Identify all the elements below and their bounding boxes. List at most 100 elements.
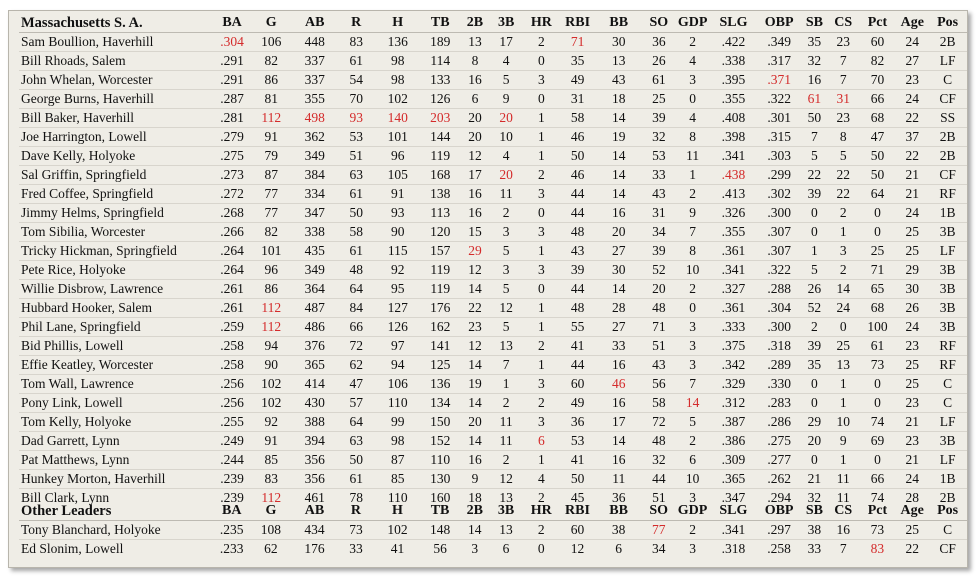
stat-pct: 82: [859, 52, 897, 71]
stat-sb: 0: [801, 451, 828, 470]
stat-hr: 3: [523, 71, 560, 90]
stat-rbi: 58: [560, 109, 596, 128]
stat-cs: 13: [828, 356, 859, 375]
stat-slg: .361: [710, 299, 758, 318]
column-header-bb: BB: [596, 14, 642, 33]
stat-g: 90: [250, 356, 293, 375]
stat-r: 57: [337, 394, 375, 413]
player-row: Pete Rice, Holyoke .264 96 349 48 92 119 12 3 3 39…: [19, 261, 967, 280]
stat-slg: .422: [710, 33, 758, 52]
stat-slg: .309: [710, 451, 758, 470]
stat-pos: RF: [928, 356, 967, 375]
stat-cs: 16: [828, 521, 859, 540]
stat-age: 24: [896, 90, 928, 109]
stat-2b: 16: [461, 71, 490, 90]
stat-tb: 114: [420, 52, 461, 71]
column-header-r: R: [337, 502, 376, 521]
column-header-pct: Pct: [859, 14, 897, 33]
stat-obp: .289: [757, 356, 801, 375]
stat-gdp: 8: [676, 242, 710, 261]
stat-2b: 23: [461, 318, 490, 337]
stat-ba: .273: [214, 166, 250, 185]
stat-bb: 14: [596, 109, 642, 128]
stat-hr: 2: [523, 166, 560, 185]
stat-obp: .286: [757, 413, 801, 432]
column-header-slg: SLG: [710, 14, 758, 33]
stat-so: 34: [642, 223, 676, 242]
stat-r: 70: [337, 90, 375, 109]
stat-age: 25: [896, 375, 928, 394]
stat-obp: .297: [757, 521, 801, 540]
stat-obp: .258: [757, 540, 801, 559]
stat-bb: 27: [596, 318, 642, 337]
stat-2b: 3: [460, 540, 489, 559]
stat-r: 64: [337, 413, 375, 432]
stat-bb: 18: [596, 90, 642, 109]
stat-tb: 168: [420, 166, 461, 185]
stat-cs: 1: [828, 394, 859, 413]
stat-g: 83: [250, 470, 293, 489]
stat-g: 94: [250, 337, 293, 356]
column-header-2b: 2B: [460, 502, 489, 521]
stat-ab: 337: [292, 71, 337, 90]
stat-pct: 69: [859, 432, 897, 451]
stat-2b: 22: [461, 299, 490, 318]
stat-pos: C: [928, 394, 967, 413]
stat-sb: 22: [801, 166, 828, 185]
stat-2b: 6: [461, 90, 490, 109]
stat-obp: .304: [757, 299, 801, 318]
stat-pct: 0: [859, 204, 897, 223]
stat-r: 48: [337, 261, 375, 280]
stat-so: 56: [642, 375, 676, 394]
stat-g: 81: [250, 90, 293, 109]
stat-3b: 3: [489, 261, 523, 280]
stat-tb: 144: [420, 128, 461, 147]
stat-obp: .318: [757, 337, 801, 356]
column-header-gdp: GDP: [676, 14, 710, 33]
stat-slg: .318: [710, 540, 758, 559]
stat-hr: 2: [523, 33, 560, 52]
stat-h: 106: [375, 375, 420, 394]
stat-2b: 16: [461, 204, 490, 223]
column-header-obp: OBP: [757, 502, 801, 521]
stats-panel: Massachusetts S. A. BA G AB R H TB 2B 3B HR RBI BB…: [8, 10, 968, 568]
stat-pos: 1B: [928, 470, 967, 489]
stat-g: 101: [250, 242, 293, 261]
stat-rbi: 49: [560, 71, 596, 90]
stat-slg: .395: [710, 71, 758, 90]
stat-hr: 2: [523, 337, 560, 356]
player-name: Pete Rice, Holyoke: [19, 261, 214, 280]
stat-cs: 7: [828, 52, 859, 71]
stat-cs: 2: [828, 204, 859, 223]
stat-2b: 14: [461, 356, 490, 375]
stat-age: 24: [896, 470, 928, 489]
stat-hr: 1: [523, 318, 560, 337]
stat-pct: 65: [859, 280, 897, 299]
player-row: Tom Kelly, Holyoke .255 92 388 64 99 150 20 11 3 3…: [19, 413, 967, 432]
stat-r: 61: [337, 470, 375, 489]
stat-cs: 10: [828, 413, 859, 432]
stat-ab: 356: [292, 470, 337, 489]
stat-pct: 73: [859, 356, 897, 375]
stat-pos: CF: [928, 540, 967, 559]
stat-sb: 52: [801, 299, 828, 318]
stat-ba: .261: [214, 280, 250, 299]
stat-bb: 38: [595, 521, 641, 540]
stat-r: 61: [337, 242, 375, 261]
column-header-rbi: RBI: [560, 14, 596, 33]
stat-sb: 2: [801, 318, 828, 337]
stat-slg: .355: [710, 90, 758, 109]
stat-slg: .355: [710, 223, 758, 242]
stat-pos: RF: [928, 185, 967, 204]
stat-g: 102: [250, 394, 293, 413]
stat-tb: 134: [420, 394, 461, 413]
stat-rbi: 48: [560, 223, 596, 242]
stat-h: 101: [375, 128, 420, 147]
column-header-cs: CS: [828, 502, 859, 521]
stat-tb: 152: [420, 432, 461, 451]
stat-tb: 120: [420, 223, 461, 242]
stat-so: 20: [642, 280, 676, 299]
stat-ba: .291: [214, 71, 250, 90]
stat-hr: 1: [523, 356, 560, 375]
stat-g: 92: [250, 413, 293, 432]
